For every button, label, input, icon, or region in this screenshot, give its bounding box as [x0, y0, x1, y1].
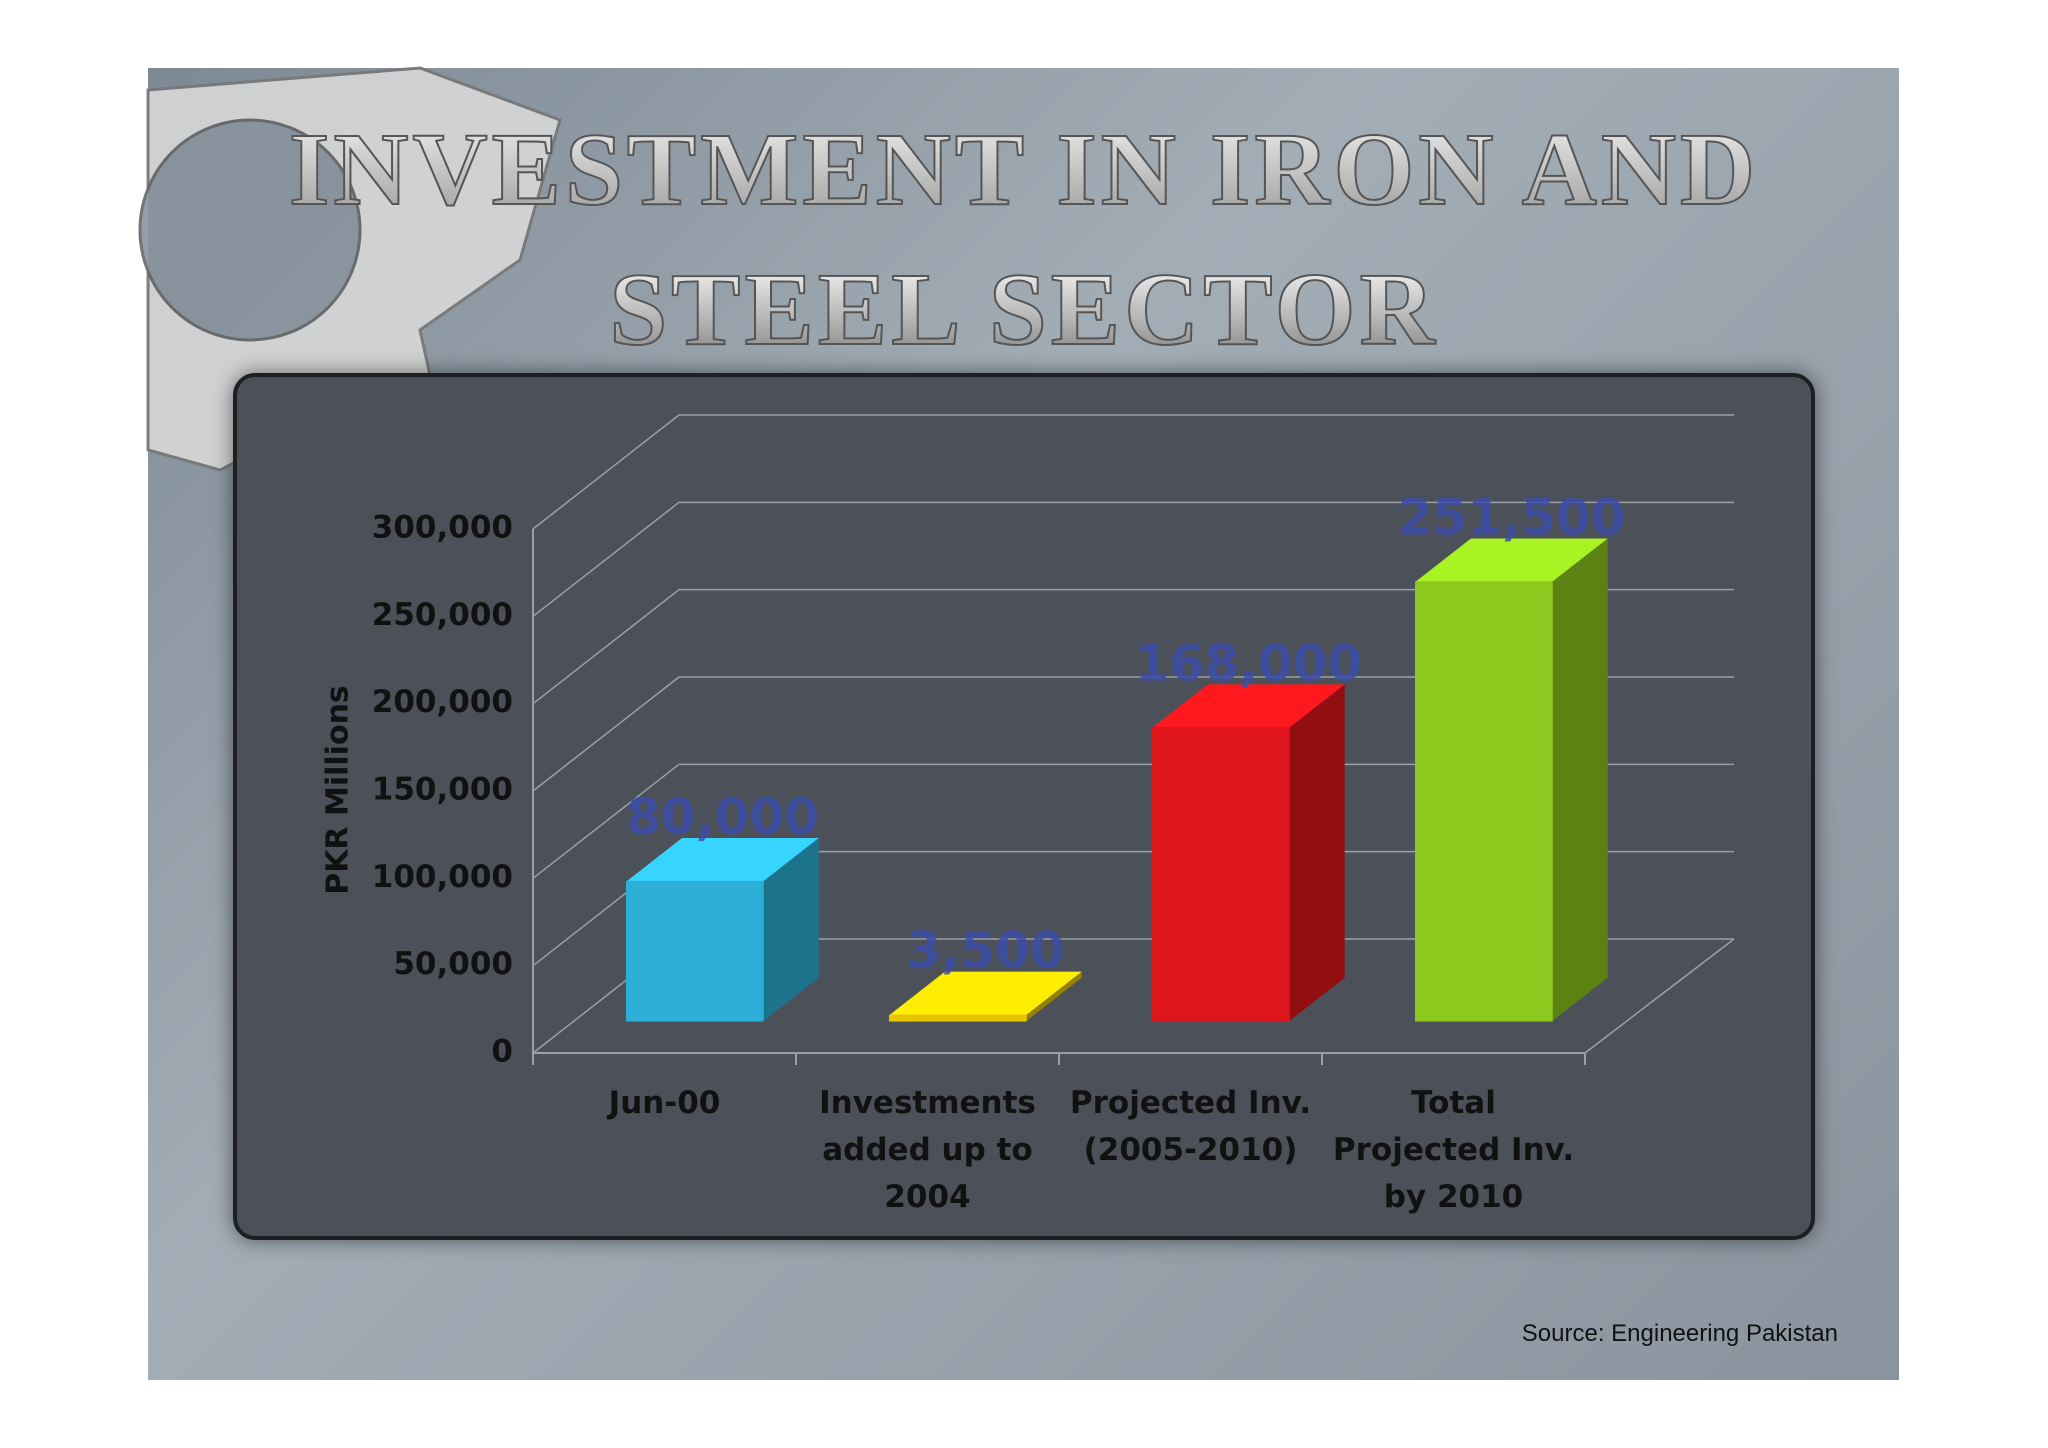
- bar-side: [1289, 684, 1345, 1022]
- bar-side: [763, 838, 819, 1022]
- grid-line: [532, 763, 1734, 879]
- bar-side: [1026, 971, 1082, 1022]
- y-tick-label: 50,000: [393, 946, 513, 982]
- bar: [1151, 727, 1290, 1022]
- x-tick-label: Projected Inv. (2005-2010): [1069, 1085, 1312, 1168]
- source-note: Source: Engineering Pakistan: [1521, 1320, 1838, 1347]
- y-tick-label: 200,000: [372, 684, 513, 720]
- value-label: 251,500: [1398, 488, 1626, 546]
- bar-top: [1152, 684, 1345, 728]
- y-tick-label: 250,000: [372, 597, 513, 633]
- bar-top: [1415, 538, 1608, 582]
- value-label: 80,000: [626, 788, 819, 846]
- grid-line: [532, 588, 1734, 705]
- grid-line: [532, 414, 1734, 530]
- bar: [888, 1014, 1027, 1022]
- floor-edge: [1584, 938, 1735, 1054]
- bar: [1414, 581, 1553, 1022]
- bar: [625, 880, 764, 1022]
- value-label: 168,000: [1135, 634, 1363, 692]
- bar-top: [889, 971, 1082, 1015]
- y-tick-label: 300,000: [372, 510, 513, 546]
- chart-title: INVESTMENT IN IRON AND STEEL SECTOR: [274, 100, 1774, 380]
- y-tick-label: 100,000: [372, 859, 513, 895]
- grid-line: [532, 501, 1734, 617]
- value-label: 3,500: [907, 922, 1065, 980]
- bar-top: [626, 838, 819, 882]
- grid-line: [532, 676, 1734, 792]
- y-tick-label: 0: [491, 1034, 513, 1070]
- x-tick-label: Jun-00: [608, 1085, 721, 1121]
- x-tick-label: Total Projected Inv. by 2010: [1332, 1085, 1575, 1215]
- bar-side: [1552, 538, 1608, 1022]
- x-tick-label: Investments added up to 2004: [819, 1085, 1036, 1215]
- y-tick-label: 150,000: [372, 772, 513, 808]
